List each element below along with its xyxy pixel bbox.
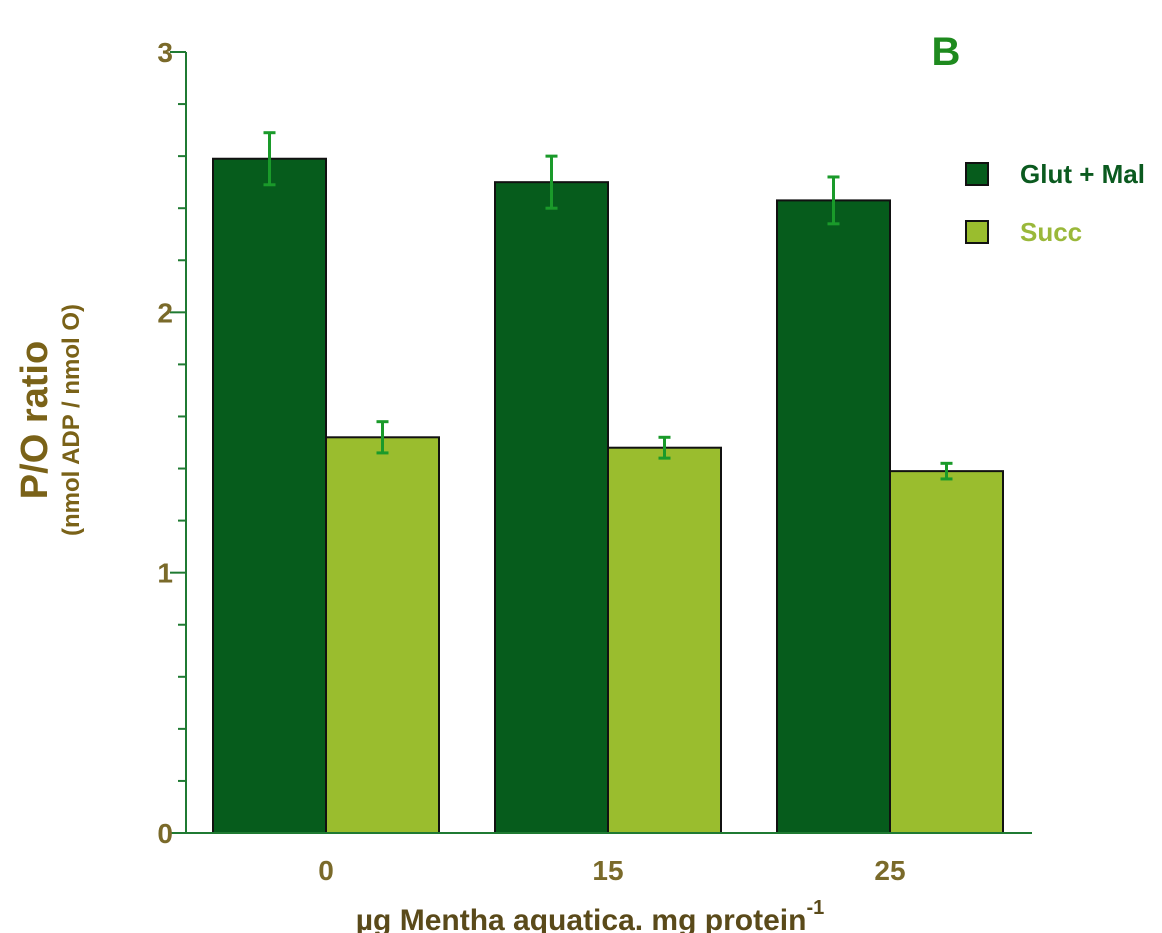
panel-label: B	[932, 30, 961, 74]
axes-group	[185, 52, 1032, 834]
bar-succ-25	[889, 470, 1004, 834]
y-axis-title: P/O ratio	[14, 341, 56, 499]
error-bar-glut-mal-15	[545, 154, 558, 210]
error-bar-glut-mal-25	[827, 175, 840, 226]
y-tick-label: 2	[157, 297, 173, 328]
bar-succ-15	[607, 446, 722, 834]
bar-glut-mal-15	[494, 181, 609, 834]
y-axis-label: P/O ratio (nmol ADP / nmol O)	[14, 304, 85, 536]
bar-succ-0	[325, 436, 440, 834]
x-axis-label: µg Mentha aquatica. mg protein-1	[356, 897, 824, 933]
x-tick-label-15: 15	[592, 855, 623, 886]
legend-label-succ: Succ	[1020, 217, 1082, 247]
legend-label-glut-mal: Glut + Mal	[1020, 159, 1145, 189]
legend-swatch-glut-mal	[965, 162, 989, 186]
bar-glut-mal-25	[776, 199, 891, 834]
y-ticks-group: 0 1 2 3	[157, 37, 186, 849]
error-bar-succ-15	[658, 435, 671, 460]
error-bars-group	[263, 131, 953, 481]
x-ticks-group: 0 15 25	[318, 855, 905, 886]
x-axis-exponent: -1	[806, 897, 824, 919]
y-tick-label: 1	[157, 558, 173, 589]
bars-group	[212, 157, 1004, 834]
x-tick-label-25: 25	[874, 855, 905, 886]
y-tick-label: 3	[157, 37, 173, 68]
error-bar-succ-0	[376, 420, 389, 455]
x-tick-label-0: 0	[318, 855, 334, 886]
legend-swatch-succ	[965, 220, 989, 244]
x-axis-title: µg Mentha aquatica. mg protein	[356, 904, 807, 933]
y-axis-subtitle: (nmol ADP / nmol O)	[58, 304, 85, 536]
error-bar-succ-25	[940, 461, 953, 481]
bar-glut-mal-0	[212, 157, 327, 834]
y-tick-label: 0	[157, 818, 173, 849]
legend: Glut + Mal Succ	[965, 159, 1145, 247]
error-bar-glut-mal-0	[263, 131, 276, 187]
